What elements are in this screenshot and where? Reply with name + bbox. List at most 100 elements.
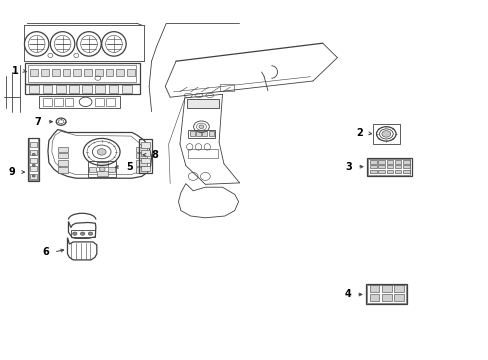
Bar (29, 138, 38, 180)
Bar (88, 161, 116, 177)
Bar (202, 131, 207, 136)
Bar (30, 69, 38, 76)
Bar (393, 294, 403, 301)
Bar (58, 153, 68, 158)
Bar (95, 69, 102, 76)
Text: 1: 1 (12, 66, 19, 76)
Bar (28, 65, 136, 82)
Bar (365, 284, 407, 304)
Bar (58, 160, 68, 166)
Ellipse shape (32, 175, 35, 177)
Bar (141, 166, 150, 171)
Bar (106, 98, 115, 106)
Bar (95, 85, 105, 93)
Bar (54, 98, 62, 106)
Bar (97, 171, 107, 176)
Bar (189, 131, 194, 136)
Bar (30, 150, 37, 155)
Text: 6: 6 (42, 247, 49, 257)
Text: 2: 2 (355, 128, 362, 138)
Bar (393, 285, 403, 292)
Bar (108, 85, 118, 93)
Bar (403, 170, 409, 173)
Text: 3: 3 (345, 162, 351, 172)
Text: 8: 8 (151, 150, 158, 160)
Bar (136, 167, 146, 173)
Bar (188, 149, 217, 158)
Bar (64, 98, 73, 106)
Bar (378, 170, 384, 173)
Ellipse shape (381, 131, 390, 137)
Text: 4: 4 (344, 289, 350, 300)
Bar (52, 69, 60, 76)
Bar (71, 230, 95, 237)
Bar (62, 69, 70, 76)
Bar (186, 99, 218, 108)
Bar (136, 153, 146, 158)
Bar (73, 69, 81, 76)
Bar (82, 85, 92, 93)
Bar (56, 85, 65, 93)
Bar (89, 167, 96, 172)
Text: 5: 5 (126, 162, 133, 172)
Bar (369, 160, 376, 164)
Bar (386, 165, 392, 168)
Bar (378, 165, 384, 168)
Bar (369, 165, 376, 168)
Bar (381, 285, 391, 292)
Bar (136, 147, 146, 152)
Bar (84, 69, 92, 76)
Bar (95, 98, 104, 106)
Bar (403, 160, 409, 164)
Bar (41, 69, 49, 76)
Bar (372, 124, 399, 144)
Bar (220, 84, 233, 91)
Bar (208, 131, 213, 136)
Ellipse shape (88, 232, 93, 235)
Bar (25, 63, 140, 84)
Bar (367, 159, 409, 175)
Bar (30, 142, 37, 147)
Ellipse shape (72, 232, 77, 235)
Bar (58, 147, 68, 152)
Text: 7: 7 (35, 117, 41, 127)
Bar (141, 158, 150, 163)
Bar (369, 294, 379, 301)
Bar (25, 84, 140, 94)
Bar (403, 165, 409, 168)
Bar (105, 69, 113, 76)
Bar (141, 142, 150, 148)
Bar (196, 131, 201, 136)
Ellipse shape (99, 167, 105, 171)
Bar (369, 170, 376, 173)
Bar (381, 294, 391, 301)
Ellipse shape (80, 232, 85, 235)
Ellipse shape (97, 149, 106, 155)
Bar (29, 85, 39, 93)
Bar (394, 165, 401, 168)
Bar (139, 139, 151, 173)
Bar (394, 170, 401, 173)
Bar (30, 166, 37, 171)
Bar (30, 158, 37, 163)
Bar (188, 130, 215, 138)
Bar (30, 174, 37, 179)
Bar (378, 160, 384, 164)
Bar (136, 160, 146, 166)
Bar (43, 98, 52, 106)
Bar (366, 158, 411, 176)
Bar (69, 85, 79, 93)
Bar (42, 85, 52, 93)
Ellipse shape (32, 153, 35, 156)
Bar (394, 160, 401, 164)
Bar (369, 285, 379, 292)
Bar (107, 167, 115, 172)
Bar (386, 160, 392, 164)
Bar (116, 69, 124, 76)
Ellipse shape (199, 125, 203, 129)
Bar (28, 138, 39, 181)
Bar (97, 162, 107, 167)
Bar (58, 167, 68, 173)
Bar (39, 96, 120, 108)
Bar (141, 150, 150, 156)
